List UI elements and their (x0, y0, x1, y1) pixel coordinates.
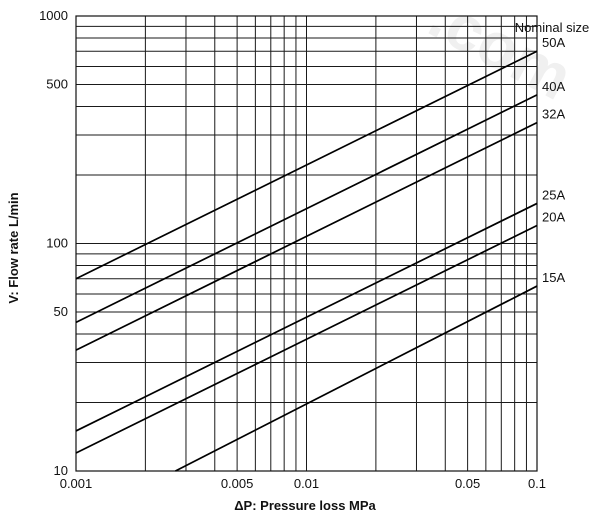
x-tick-label: 0.001 (60, 476, 93, 491)
x-tick-label: 0.1 (528, 476, 546, 491)
series-label-20a: 20A (542, 209, 565, 224)
x-axis-label: ΔP: Pressure loss MPa (234, 498, 376, 513)
series-line-32a (75, 121, 538, 351)
series-label-40a: 40A (542, 79, 565, 94)
series-line-40a (75, 94, 538, 324)
y-tick-label: 50 (54, 304, 68, 319)
grid (75, 15, 538, 472)
y-axis-label: V: Flow rate L/min (6, 192, 21, 303)
y-tick-labels: 10 50 100 500 1000 (39, 8, 68, 478)
series-labels: 50A 40A 32A 25A 20A 15A (542, 35, 565, 285)
y-tick-label: 1000 (39, 8, 68, 23)
series-label-25a: 25A (542, 187, 565, 202)
y-tick-label: 10 (54, 463, 68, 478)
series-label-32a: 32A (542, 107, 565, 122)
y-tick-label: 500 (46, 76, 68, 91)
plot-frame (75, 15, 538, 472)
x-tick-label: 0.005 (221, 476, 254, 491)
series-label-50a: 50A (542, 35, 565, 50)
series-line-25a (75, 202, 538, 432)
series-lines (75, 50, 538, 472)
series-line-50a (75, 50, 538, 280)
series-line-20a (75, 224, 538, 454)
x-tick-label: 0.05 (455, 476, 480, 491)
y-tick-label: 100 (46, 236, 68, 251)
series-label-15a: 15A (542, 270, 565, 285)
x-tick-labels: 0.001 0.005 0.01 0.05 0.1 (60, 476, 546, 491)
x-tick-label: 0.01 (294, 476, 319, 491)
legend-title: Nominal size (515, 20, 589, 35)
series-line-15a (175, 285, 538, 472)
